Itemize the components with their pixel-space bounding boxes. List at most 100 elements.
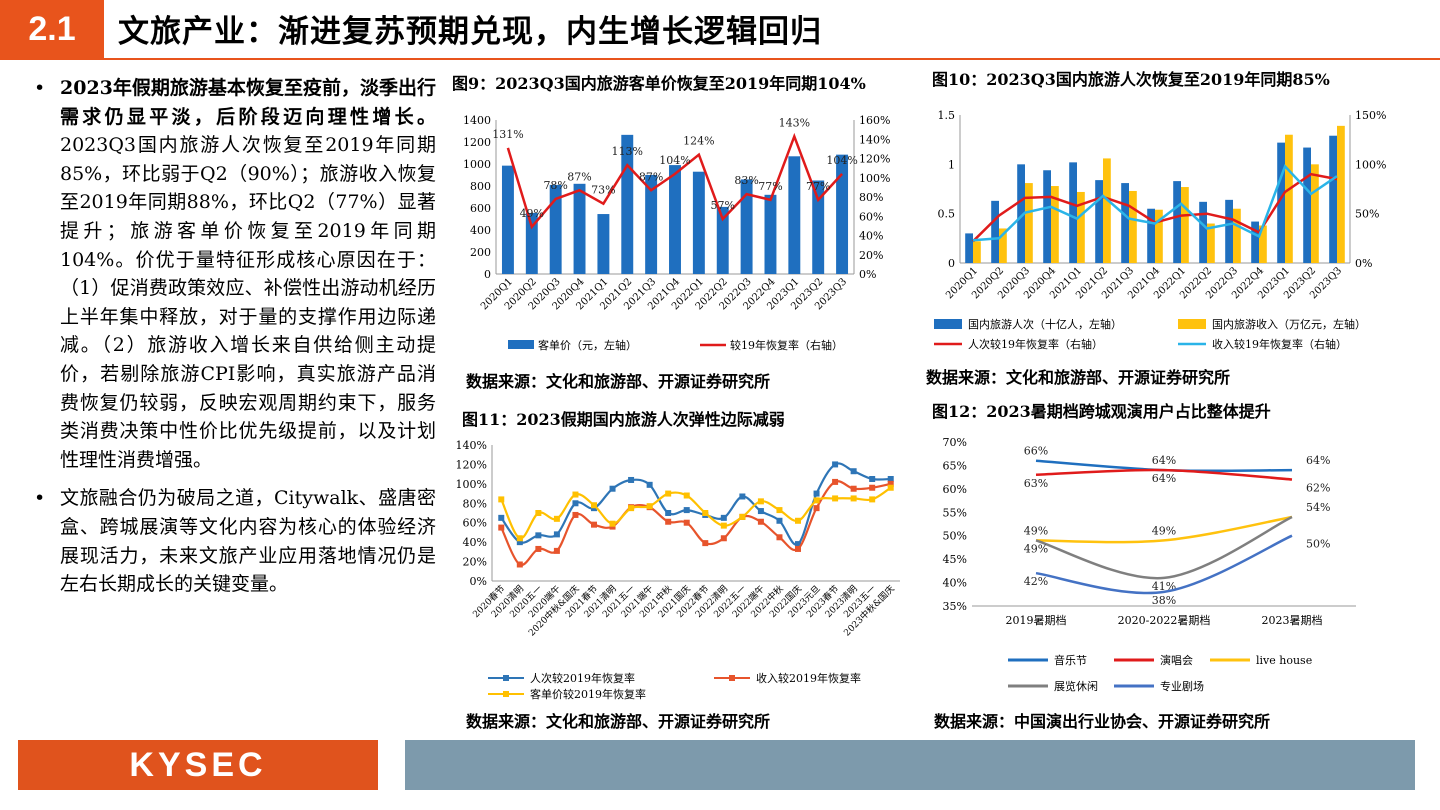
bar bbox=[1051, 186, 1059, 263]
data-point bbox=[869, 496, 876, 503]
bar bbox=[573, 183, 586, 274]
bar bbox=[1129, 190, 1137, 263]
data-point bbox=[739, 513, 746, 520]
legend-marker bbox=[503, 691, 509, 697]
bullet-paragraph: • 2023年假期旅游基本恢复至疫前，淡季出行需求仍显平淡，后阶段迈向理性增长。 2… bbox=[34, 74, 436, 474]
bar bbox=[836, 154, 849, 274]
data-point bbox=[535, 532, 542, 539]
legend-label: 展览休闲 bbox=[1054, 679, 1098, 693]
bar bbox=[1303, 147, 1311, 263]
line-series bbox=[1035, 515, 1293, 580]
y2-tick-label: 20% bbox=[859, 249, 883, 262]
data-point bbox=[553, 547, 560, 554]
data-point bbox=[683, 519, 690, 526]
y-tick-label: 800 bbox=[470, 180, 491, 193]
data-point bbox=[609, 520, 616, 527]
bar bbox=[1329, 135, 1337, 263]
y-tick-label: 1 bbox=[948, 158, 955, 171]
data-point bbox=[720, 535, 727, 542]
bullet-icon: • bbox=[34, 77, 46, 99]
bar bbox=[1025, 183, 1033, 263]
x-tick-label: 2019暑期档 bbox=[1006, 613, 1067, 627]
y2-tick-label: 100% bbox=[859, 172, 890, 185]
y2-tick-label: 140% bbox=[859, 133, 890, 146]
y-tick-label: 1400 bbox=[463, 114, 491, 127]
bar bbox=[1207, 223, 1215, 263]
data-point bbox=[572, 491, 579, 498]
fig10-source: 数据来源：文化和旅游部、开源证券研究所 bbox=[926, 368, 1231, 387]
legend-swatch bbox=[508, 340, 534, 349]
y-tick-label: 200 bbox=[470, 246, 491, 259]
fig12-chart: 35% 40% 45% 50% 55% 60% 65% 70% 66% 64% 64% 63% 64% 6… bbox=[943, 436, 1356, 693]
bullet-text: 文旅融合仍为破局之道，Citywalk、盛唐密盒、跨城展演等文化内容为核心的体验… bbox=[60, 487, 436, 596]
y2-tick-label: 120% bbox=[859, 153, 890, 166]
fig11-chart: 0%20%40%60%80%100%120%140%2020春节2020清明20… bbox=[456, 439, 900, 701]
legend-label: 较19年恢复率（右轴） bbox=[730, 338, 843, 352]
data-label: 50% bbox=[1306, 538, 1330, 551]
fig9-chart: 0 200 400 600 800 1000 1200 1400 0% 20% 40% 60% 80% 1… bbox=[463, 114, 890, 352]
bar bbox=[1285, 134, 1293, 263]
data-point bbox=[516, 539, 523, 546]
data-point bbox=[498, 496, 505, 503]
y-tick-label: 80% bbox=[463, 497, 487, 510]
y-tick-label: 45% bbox=[943, 553, 967, 566]
data-point bbox=[832, 495, 839, 502]
fig10-title: 图10：2023Q3国内旅游人次恢复至2019年同期85% bbox=[932, 70, 1330, 89]
legend-label: 收入较19年恢复率（右轴） bbox=[1212, 337, 1347, 351]
data-label: 54% bbox=[1306, 501, 1330, 514]
summary-text: • 2023年假期旅游基本恢复至疫前，淡季出行需求仍显平淡，后阶段迈向理性增长。 2… bbox=[34, 74, 436, 609]
y-tick-label: 60% bbox=[463, 517, 487, 530]
data-point bbox=[535, 510, 542, 516]
data-label: 78% bbox=[543, 179, 567, 192]
bar bbox=[669, 165, 681, 274]
bar bbox=[1069, 162, 1077, 263]
data-point bbox=[739, 493, 746, 500]
y-tick-label: 40% bbox=[463, 536, 487, 549]
data-label: 87% bbox=[639, 170, 663, 183]
data-label: 63% bbox=[1024, 477, 1048, 490]
y2-tick-label: 40% bbox=[859, 230, 883, 243]
y-tick-label: 65% bbox=[943, 459, 967, 472]
bar bbox=[1311, 164, 1319, 263]
line-series bbox=[506, 132, 844, 230]
x-tick-label: 2020-2022暑期档 bbox=[1118, 613, 1211, 627]
fig9-source: 数据来源：文化和旅游部、开源证券研究所 bbox=[466, 372, 771, 391]
bar bbox=[1121, 183, 1129, 263]
data-point bbox=[757, 518, 764, 525]
data-label: 124% bbox=[683, 135, 714, 148]
title-divider bbox=[0, 58, 1440, 60]
data-point bbox=[832, 461, 839, 468]
legend-label: 人次较19年恢复率（右轴） bbox=[968, 337, 1103, 351]
data-point bbox=[776, 534, 783, 541]
y-tick-label: 20% bbox=[463, 556, 487, 569]
y-tick-label: 0 bbox=[948, 257, 955, 270]
bar bbox=[501, 165, 514, 274]
legend-label: 专业剧场 bbox=[1160, 679, 1204, 693]
data-point bbox=[869, 484, 876, 491]
data-label: 104% bbox=[659, 154, 690, 167]
bar bbox=[999, 228, 1007, 263]
data-point bbox=[516, 561, 523, 568]
section-number: 2.1 bbox=[0, 0, 104, 58]
data-point bbox=[646, 503, 653, 510]
data-label: 57% bbox=[711, 199, 735, 212]
data-point bbox=[850, 485, 857, 492]
y-tick-label: 1000 bbox=[463, 158, 491, 171]
bar bbox=[1095, 180, 1103, 263]
y-tick-label: 55% bbox=[943, 506, 967, 519]
bar bbox=[764, 194, 777, 274]
legend-marker bbox=[729, 675, 735, 681]
y-tick-label: 70% bbox=[943, 436, 967, 449]
data-label: 49% bbox=[1152, 524, 1176, 537]
y-tick-label: 35% bbox=[943, 600, 967, 613]
kysec-logo: KYSEC bbox=[18, 740, 378, 790]
data-point bbox=[553, 515, 560, 522]
data-label: 49% bbox=[1024, 524, 1048, 537]
data-point bbox=[850, 495, 857, 502]
fig12-source: 数据来源：中国演出行业协会、开源证券研究所 bbox=[934, 712, 1271, 731]
legend-label: 客单价较2019年恢复率 bbox=[530, 687, 646, 701]
data-point bbox=[776, 507, 783, 514]
data-label: 64% bbox=[1152, 454, 1176, 467]
y2-tick-label: 150% bbox=[1355, 109, 1386, 122]
bar bbox=[1259, 225, 1267, 263]
